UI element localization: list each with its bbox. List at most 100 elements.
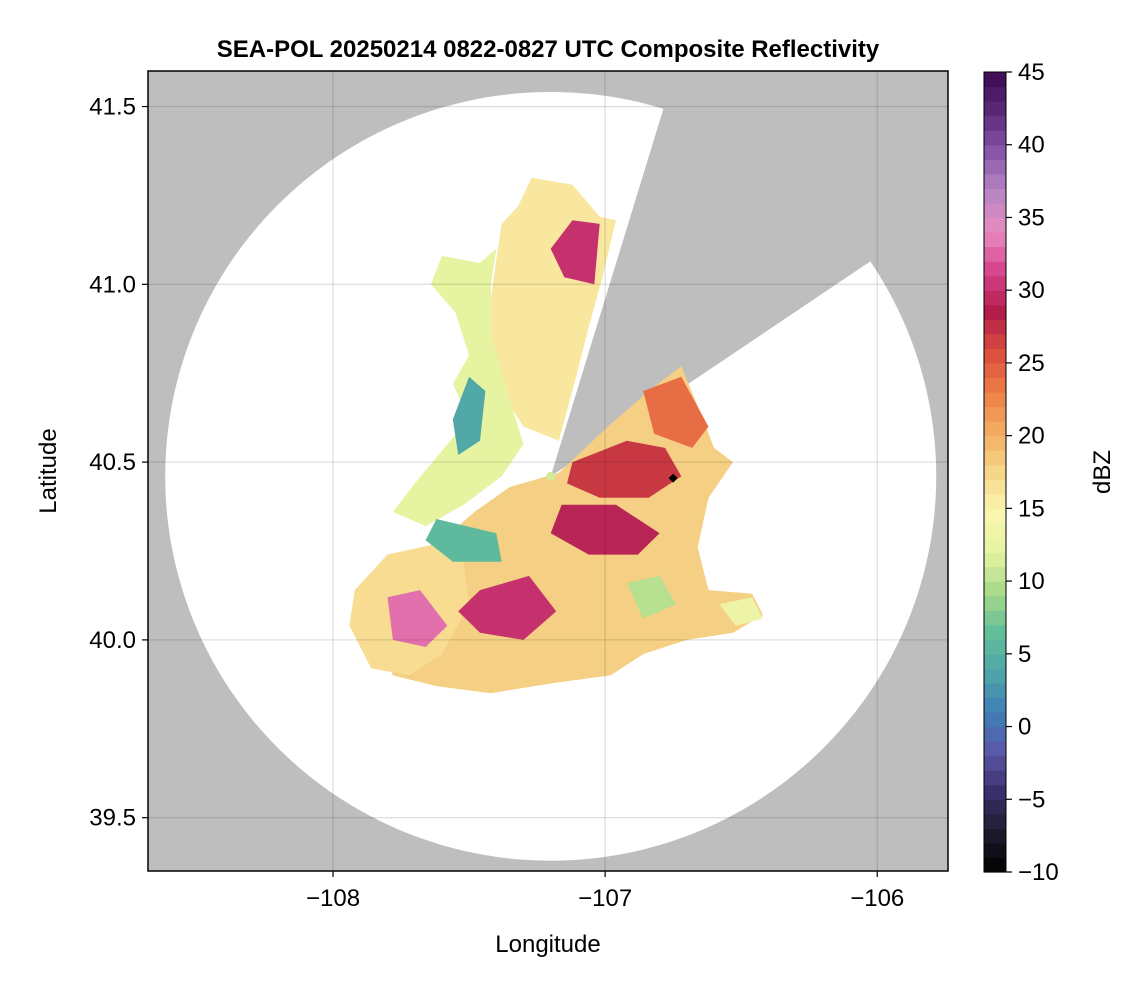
colorbar-segment: [984, 770, 1006, 786]
grid-lines: [148, 71, 948, 871]
colorbar-segment: [984, 755, 1006, 771]
colorbar-tick-label: 10: [1018, 568, 1045, 595]
colorbar-segment: [984, 319, 1006, 335]
colorbar-segment: [984, 595, 1006, 611]
colorbar-tick-label: −10: [1018, 859, 1059, 886]
colorbar-segment: [984, 86, 1006, 102]
colorbar-segment: [984, 246, 1006, 262]
colorbar-segment: [984, 290, 1006, 306]
colorbar-tick-label: 5: [1018, 641, 1031, 668]
colorbar-segment: [984, 813, 1006, 829]
x-tick-label: −108: [306, 885, 360, 912]
colorbar-segment: [984, 784, 1006, 800]
echo-core-north: [550, 220, 600, 285]
x-tick-label: −107: [578, 885, 632, 912]
colorbar-segment: [984, 406, 1006, 422]
echo-convective-east: [643, 376, 709, 448]
colorbar-segment: [984, 581, 1006, 597]
colorbar-tick-label: 45: [1018, 59, 1045, 86]
colorbar: 45 40 35 30 25 20 15 10 5 0 −5 −10: [983, 59, 1059, 886]
colorbar-segment: [984, 333, 1006, 349]
echo-core-south: [458, 575, 557, 640]
colorbar-segment: [984, 435, 1006, 451]
colorbar-segment: [984, 682, 1006, 699]
colorbar-label: dBZ: [1089, 450, 1116, 494]
colorbar-tick-label: 0: [1018, 714, 1031, 741]
colorbar-tick-label: −5: [1018, 786, 1045, 813]
echo-west-fringe: [392, 248, 524, 527]
radar-site-dot: [546, 471, 556, 481]
plot-frame: [147, 70, 949, 872]
chart-title: SEA-POL 20250214 0822-0827 UTC Composite…: [217, 36, 880, 63]
colorbar-segment: [984, 537, 1006, 553]
colorbar-segment: [984, 392, 1006, 408]
colorbar-segment: [984, 173, 1006, 189]
colorbar-segment: [984, 275, 1006, 291]
colorbar-segment: [984, 377, 1006, 393]
colorbar-segment: [984, 144, 1006, 160]
y-axis-label: Latitude: [35, 428, 62, 513]
colorbar-segment: [984, 232, 1006, 248]
colorbar-tick-label: 35: [1018, 204, 1045, 231]
colorbar-segment: [984, 464, 1006, 480]
x-tick-label: −106: [850, 885, 904, 912]
colorbar-tick-label: 15: [1018, 495, 1045, 522]
colorbar-segment: [984, 261, 1006, 277]
colorbar-segment: [984, 610, 1006, 626]
colorbar-segment: [984, 508, 1006, 524]
colorbar-segment: [984, 202, 1006, 219]
colorbar-segment: [984, 479, 1006, 495]
colorbar-segment: [984, 799, 1006, 815]
echo-low-band-west: [452, 376, 486, 455]
y-tick-label: 40.5: [89, 449, 136, 476]
colorbar-segment: [984, 552, 1006, 568]
y-axis-ticks: 39.5 40.0 40.5 41.0 41.5: [89, 94, 148, 832]
echo-low-band-southwest: [425, 519, 502, 562]
colorbar-segment: [984, 348, 1006, 364]
y-tick-label: 41.5: [89, 94, 136, 121]
plot-area: [148, 71, 948, 871]
x-axis-label: Longitude: [495, 931, 600, 958]
echo-core-east: [567, 440, 682, 498]
y-tick-label: 40.0: [89, 627, 136, 654]
colorbar-segment: [984, 828, 1006, 844]
colorbar-segment: [984, 697, 1006, 713]
colorbar-segment: [984, 72, 1006, 88]
colorbar-segment: [984, 566, 1006, 582]
y-tick-label: 41.0: [89, 271, 136, 298]
colorbar-segment: [984, 668, 1006, 684]
echo-cell-east-rim: [719, 597, 763, 626]
colorbar-segment: [984, 159, 1006, 175]
colorbar-segment: [984, 421, 1006, 437]
colorbar-segment: [984, 362, 1006, 379]
echo-core-southwest: [387, 590, 448, 647]
colorbar-segment: [984, 842, 1006, 859]
colorbar-segment: [984, 217, 1006, 233]
colorbar-segment: [984, 101, 1006, 117]
x-axis-ticks: −108 −107 −106: [306, 871, 904, 912]
colorbar-segment: [984, 639, 1006, 655]
colorbar-tick-label: 25: [1018, 350, 1045, 377]
colorbar-tick-label: 20: [1018, 423, 1045, 450]
diamond-marker: [668, 473, 678, 483]
colorbar-segment: [984, 188, 1006, 204]
colorbar-segment: [984, 115, 1006, 131]
y-tick-label: 39.5: [89, 805, 136, 832]
colorbar-frame: [983, 71, 1007, 873]
colorbar-segment: [984, 624, 1006, 640]
colorbar-tick-label: 40: [1018, 132, 1045, 159]
colorbar-tick-label: 30: [1018, 277, 1045, 304]
colorbar-segment: [984, 857, 1006, 873]
colorbar-segment: [984, 130, 1006, 146]
colorbar-segment: [984, 653, 1006, 669]
echo-core-southeast: [550, 504, 660, 555]
echo-cell-south-center: [626, 575, 676, 619]
colorbar-segment: [984, 493, 1006, 509]
colorbar-segment: [984, 522, 1006, 539]
colorbar-segment: [984, 304, 1006, 320]
colorbar-segment: [984, 712, 1006, 728]
colorbar-segment: [984, 726, 1006, 742]
colorbar-segment: [984, 741, 1006, 757]
colorbar-segment: [984, 450, 1006, 466]
